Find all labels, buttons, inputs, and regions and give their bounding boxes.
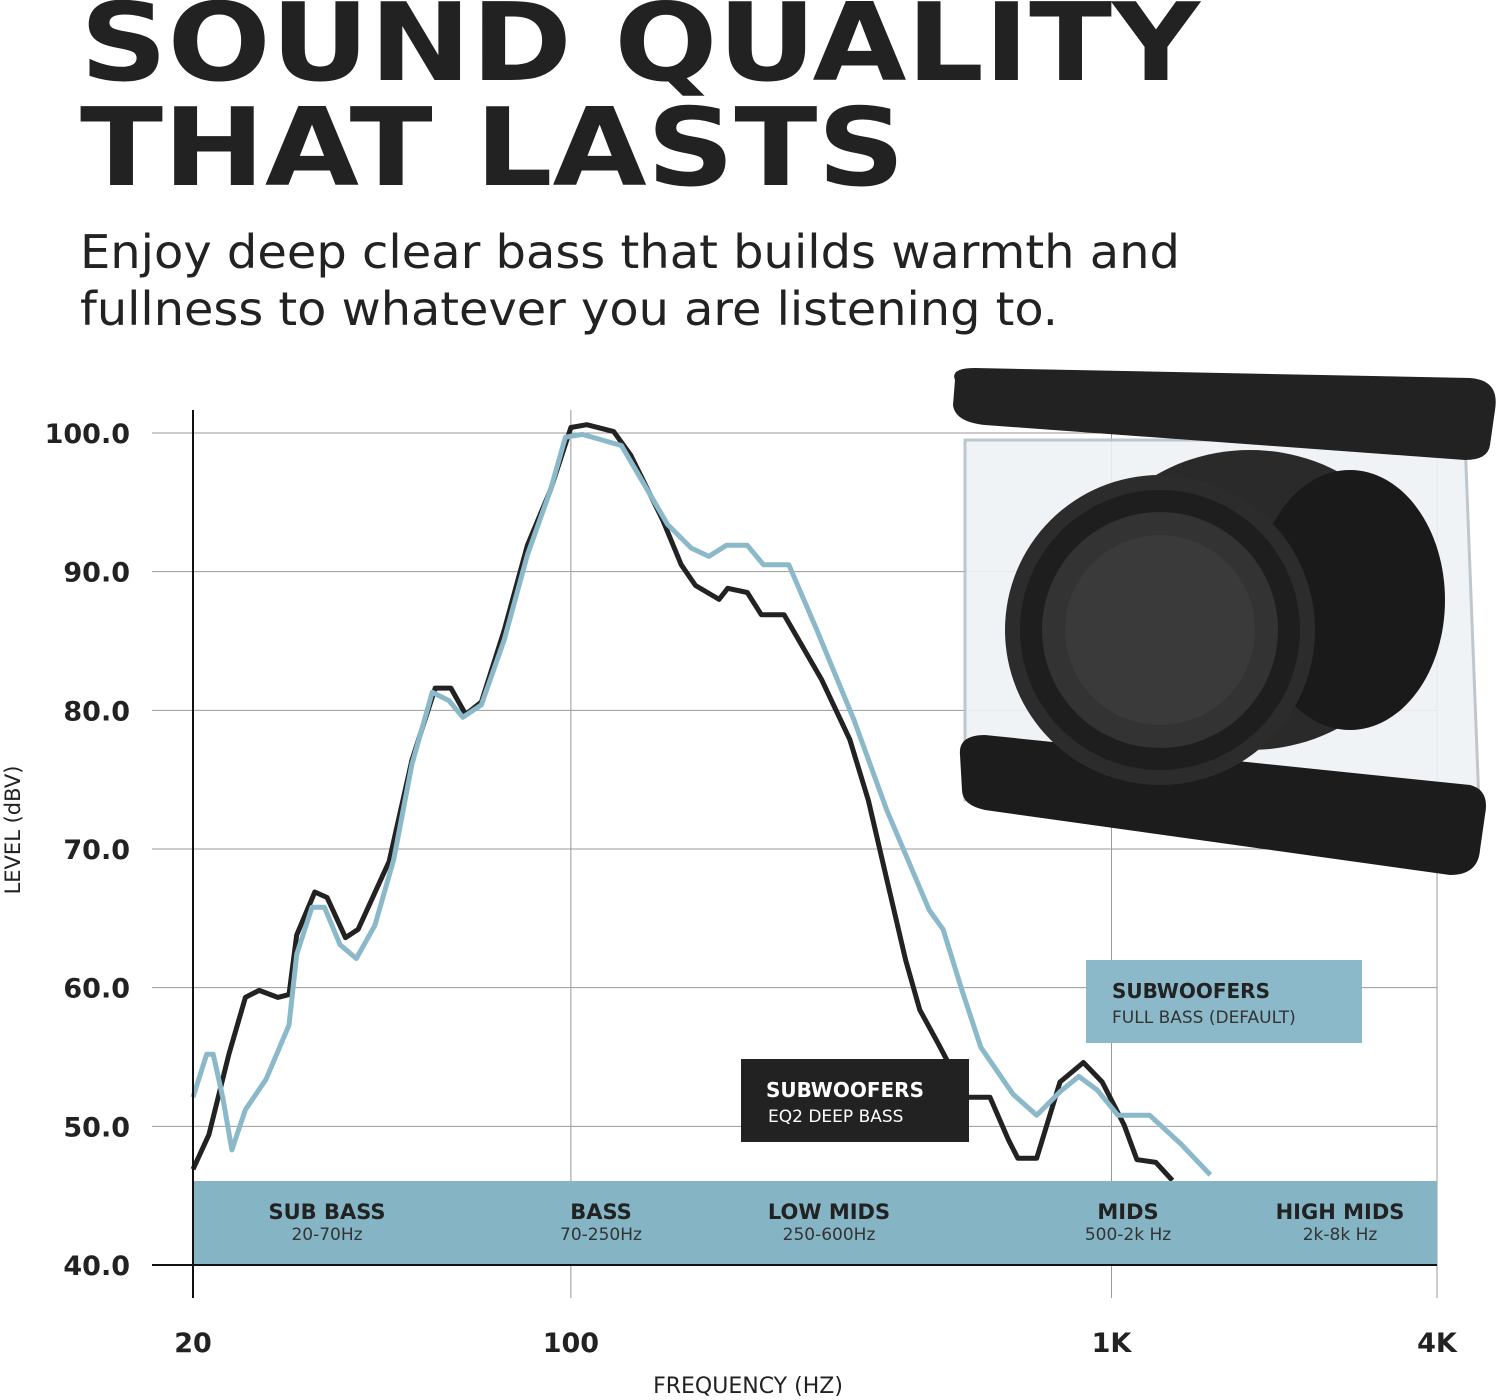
band-name: BASS [570,1200,632,1224]
series-line [190,422,1175,1183]
legend-box [741,1059,969,1142]
x-tick-label: 4K [1417,1328,1458,1359]
band-range: 70-250Hz [560,1225,642,1245]
y-tick-label: 40.0 [63,1251,130,1282]
legend-name: SUBWOOFERS [766,1078,924,1102]
y-tick-label: 100.0 [45,419,130,450]
legend-name: SUBWOOFERS [1112,979,1270,1003]
x-tick-label: 1K [1092,1328,1133,1359]
y-tick-label: 50.0 [63,1112,130,1143]
band-range: 500-2k Hz [1085,1225,1171,1245]
band-name: LOW MIDS [768,1200,890,1224]
title: THAT LASTS [80,86,905,211]
legend-full-bass: SUBWOOFERS FULL BASS (DEFAULT) [1086,960,1362,1043]
x-tick-label: 20 [174,1328,212,1359]
legend-box [1086,960,1362,1043]
band-name: MIDS [1097,1200,1158,1224]
subtitle: Enjoy deep clear bass that builds warmth… [80,225,1180,279]
axes: 40.0 50.0 60.0 70.0 80.0 90.0 100.0 20 100 1K 4K [45,410,1458,1359]
y-tick-label: 90.0 [63,558,130,589]
band-strip [193,1181,1437,1265]
y-axis-label: LEVEL (dBV) [1,766,25,895]
legend-label: EQ2 DEEP BASS [768,1107,903,1127]
title: SOUND QUALITY [80,0,1202,106]
x-tick-label: 100 [543,1328,599,1359]
x-axis-label: FREQUENCY (HZ) [653,1374,843,1399]
legend-deep-bass: SUBWOOFERS EQ2 DEEP BASS [741,1059,969,1142]
y-tick-label: 60.0 [63,974,130,1005]
band-name: HIGH MIDS [1276,1200,1405,1224]
y-tick-label: 70.0 [63,835,130,866]
plot-lines [190,422,1213,1183]
band-range: 250-600Hz [783,1225,876,1245]
subtitle: fullness to whatever you are listening t… [80,282,1058,336]
series-line [190,431,1213,1177]
band-range: 2k-8k Hz [1303,1225,1378,1245]
legend-label: FULL BASS (DEFAULT) [1112,1008,1296,1028]
y-tick-label: 80.0 [63,696,130,727]
band-name: SUB BASS [268,1200,385,1224]
speaker-illustration [953,368,1496,875]
band-range: 20-70Hz [291,1225,362,1245]
